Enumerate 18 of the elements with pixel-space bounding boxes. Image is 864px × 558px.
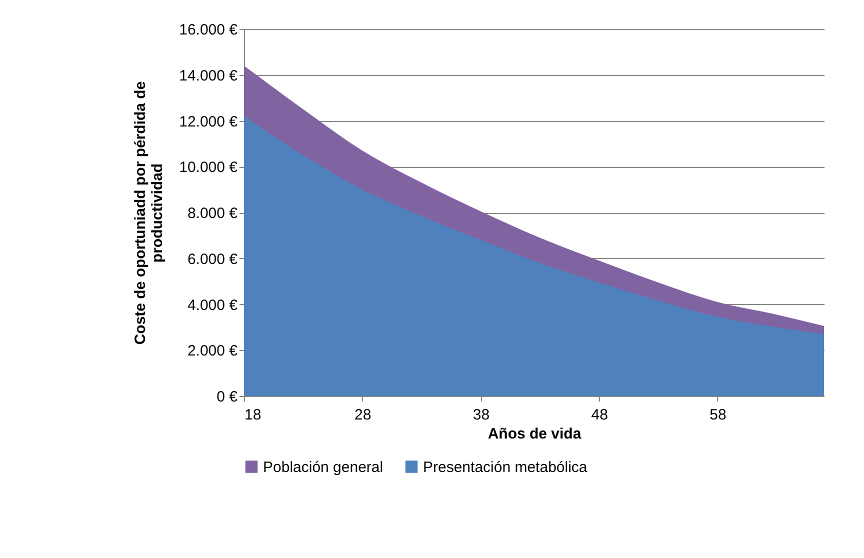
y-tick-label: 2.000 € bbox=[187, 342, 238, 360]
x-tick-label: 28 bbox=[354, 406, 372, 424]
y-tick-label: 0 € bbox=[216, 388, 238, 406]
legend-label: Población general bbox=[263, 458, 384, 476]
y-tick-label: 14.000 € bbox=[179, 67, 238, 84]
legend-label: Presentación metabólica bbox=[423, 458, 588, 476]
y-tick-label: 16.000 € bbox=[179, 22, 238, 38]
x-axis-title: Años de vida bbox=[488, 426, 582, 442]
x-tick-label: 48 bbox=[591, 406, 608, 424]
y-tick-label: 6.000 € bbox=[187, 250, 238, 268]
x-tick-label: 58 bbox=[710, 406, 726, 424]
x-tick-label: 18 bbox=[244, 406, 262, 424]
y-axis-title: Coste de oportuniadd por pérdida de productividad bbox=[132, 81, 166, 345]
y-tick-label: 10.000 € bbox=[179, 159, 238, 176]
y-tick-label: 4.000 € bbox=[187, 296, 238, 314]
y-tick-label: 8.000 € bbox=[187, 205, 238, 222]
x-tick-label: 38 bbox=[472, 406, 490, 424]
y-tick-label: 12.000 € bbox=[179, 113, 238, 130]
